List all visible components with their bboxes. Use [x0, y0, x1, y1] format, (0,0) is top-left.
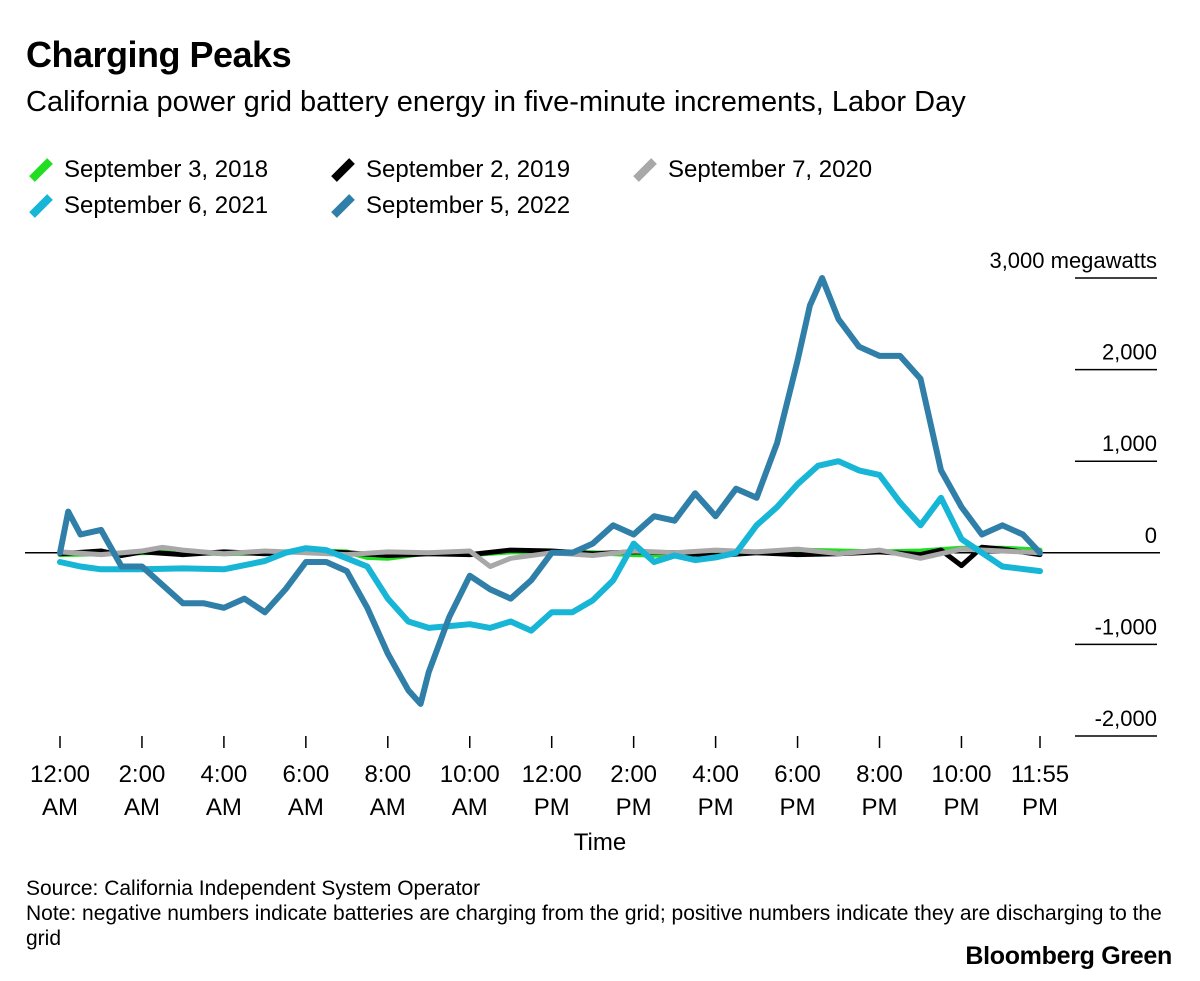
legend-swatch-2021 — [29, 194, 53, 218]
x-tick-label-period: PM — [862, 794, 898, 821]
legend: September 3, 2018 September 2, 2019 Sept… — [26, 152, 1026, 224]
legend-label-2018: September 3, 2018 — [64, 156, 269, 183]
explanatory-note: Note: negative numbers indicate batterie… — [26, 902, 1162, 950]
x-tick-label: 12:00 — [30, 761, 90, 788]
y-tick-label: 0 — [1145, 523, 1157, 548]
x-tick-label-period: PM — [616, 794, 652, 821]
x-tick-label: 10:00 — [931, 761, 991, 788]
chart-title: Charging Peaks — [26, 34, 292, 75]
series-line-2022 — [57, 275, 1043, 707]
x-tick-label-period: AM — [42, 794, 78, 821]
x-tick-label-period: PM — [698, 794, 734, 821]
x-tick-label-period: PM — [534, 794, 570, 821]
x-tick-label: 11:55 — [1011, 761, 1069, 788]
legend-item-2022: September 5, 2022 — [328, 188, 570, 224]
series-line-2021 — [57, 458, 1043, 634]
x-tick-label: 12:00 — [522, 761, 582, 788]
source-note: Source: California Independent System Op… — [26, 877, 481, 900]
x-axis-title: Time — [574, 829, 626, 856]
legend-item-2019: September 2, 2019 — [328, 152, 570, 188]
legend-label-2022: September 5, 2022 — [366, 192, 571, 219]
x-tick-label: 6:00 — [774, 761, 821, 788]
legend-label-2019: September 2, 2019 — [366, 156, 571, 183]
y-tick-label: 3,000 megawatts — [989, 248, 1157, 273]
x-tick-label: 4:00 — [201, 761, 248, 788]
x-tick-label-period: PM — [780, 794, 816, 821]
legend-swatch-2018 — [29, 158, 53, 182]
x-tick-label: 10:00 — [440, 761, 500, 788]
chart-subtitle: California power grid battery energy in … — [26, 86, 966, 118]
legend-label-2021: September 6, 2021 — [64, 192, 269, 219]
legend-item-2021: September 6, 2021 — [26, 188, 268, 224]
x-tick-label: 4:00 — [692, 761, 739, 788]
x-tick-label-period: PM — [1022, 794, 1058, 821]
x-tick-label-period: AM — [370, 794, 406, 821]
x-tick-label-period: AM — [452, 794, 488, 821]
y-tick-label: 2,000 — [1102, 340, 1157, 365]
legend-swatch-2022 — [331, 194, 355, 218]
y-tick-label: -1,000 — [1095, 614, 1157, 639]
legend-swatch-2020 — [633, 158, 657, 182]
brand-logo: Bloomberg Green — [965, 942, 1172, 970]
x-tick-label: 2:00 — [119, 761, 166, 788]
legend-item-2020: September 7, 2020 — [630, 152, 872, 188]
x-tick-label: 2:00 — [610, 761, 657, 788]
legend-item-2018: September 3, 2018 — [26, 152, 268, 188]
x-tick-label: 8:00 — [364, 761, 411, 788]
x-tick-label-period: AM — [124, 794, 160, 821]
x-tick-label: 6:00 — [282, 761, 329, 788]
x-tick-label: 8:00 — [856, 761, 903, 788]
x-tick-label-period: AM — [288, 794, 324, 821]
footer: Source: California Independent System Op… — [26, 876, 1166, 951]
x-tick-label-period: AM — [206, 794, 242, 821]
x-tick-label-period: PM — [943, 794, 979, 821]
series-line-2020 — [57, 544, 1043, 569]
legend-swatch-2019 — [331, 158, 355, 182]
legend-label-2020: September 7, 2020 — [668, 156, 873, 183]
y-tick-label: -2,000 — [1095, 706, 1157, 731]
line-chart: 3,000 megawatts 2,000 1,000 0 -1,000 -2,000 12… — [25, 248, 1160, 856]
y-tick-label: 1,000 — [1102, 431, 1157, 456]
